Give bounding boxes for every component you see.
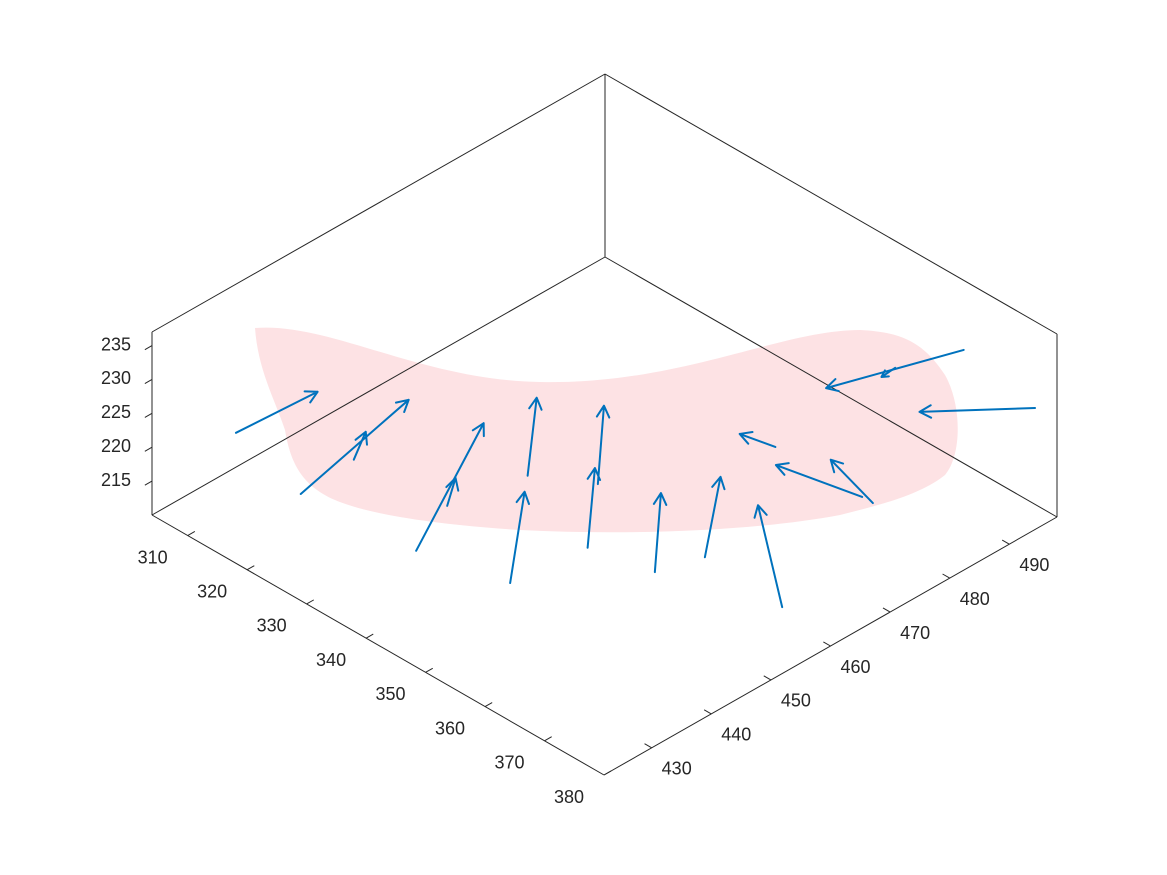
x-tick-label: 340	[316, 650, 346, 670]
z-tick-label: 215	[101, 470, 131, 490]
arrow	[829, 458, 874, 505]
y-tick-label: 490	[1019, 555, 1049, 575]
y-tick	[1001, 539, 1010, 545]
arrow	[595, 404, 611, 486]
arrow	[234, 390, 319, 434]
z-tick	[144, 345, 153, 351]
arrow	[753, 504, 784, 609]
y-tick	[942, 573, 950, 579]
y-tick-label: 430	[662, 759, 692, 779]
y-tick	[644, 743, 652, 749]
z-tick	[144, 379, 153, 384]
x-tick-label: 370	[494, 753, 524, 773]
arrow	[738, 431, 777, 448]
x-tick	[246, 565, 255, 571]
y-tick	[703, 709, 712, 715]
x-tick-label: 330	[257, 616, 287, 636]
box-edge	[151, 514, 605, 776]
x-tick	[187, 531, 196, 536]
x-tick-label: 320	[197, 581, 227, 601]
y-tick-label: 440	[721, 725, 751, 745]
box-edge	[604, 73, 1058, 335]
y-tick	[882, 607, 891, 613]
x-tick-label: 310	[138, 547, 168, 567]
arrow	[352, 430, 368, 461]
x-tick	[603, 770, 612, 776]
surface	[255, 327, 958, 533]
z-tick-label: 225	[101, 402, 131, 422]
x-tick	[365, 633, 374, 639]
arrow	[703, 475, 726, 559]
z-tick-label: 230	[101, 368, 131, 388]
y-tick-label: 470	[900, 623, 930, 643]
x-tick	[306, 599, 315, 605]
z-tick	[144, 480, 153, 486]
arrow	[918, 404, 1037, 419]
x-tick-label: 350	[376, 684, 406, 704]
y-tick	[763, 675, 772, 681]
arrow	[652, 492, 668, 574]
arrow	[415, 422, 485, 552]
box-edge	[151, 256, 606, 516]
x-tick-label: 360	[435, 718, 465, 738]
z-tick-label: 235	[101, 334, 131, 354]
x-tick	[484, 702, 493, 708]
y-tick-label: 480	[960, 589, 990, 609]
arrow	[509, 490, 530, 585]
x-tick-label: 380	[554, 787, 584, 807]
arrow	[299, 398, 410, 495]
y-tick	[823, 641, 831, 647]
arrow	[445, 476, 460, 507]
z-tick	[144, 446, 153, 452]
arrow	[526, 396, 543, 477]
box-edge	[151, 73, 606, 333]
y-tick-label: 450	[781, 691, 811, 711]
arrow	[774, 462, 864, 498]
x-tick	[544, 736, 552, 742]
z-tick-label: 220	[101, 436, 131, 456]
z-tick	[144, 412, 153, 418]
x-tick	[425, 667, 433, 673]
y-tick-label: 460	[841, 657, 871, 677]
arrow	[880, 366, 897, 379]
